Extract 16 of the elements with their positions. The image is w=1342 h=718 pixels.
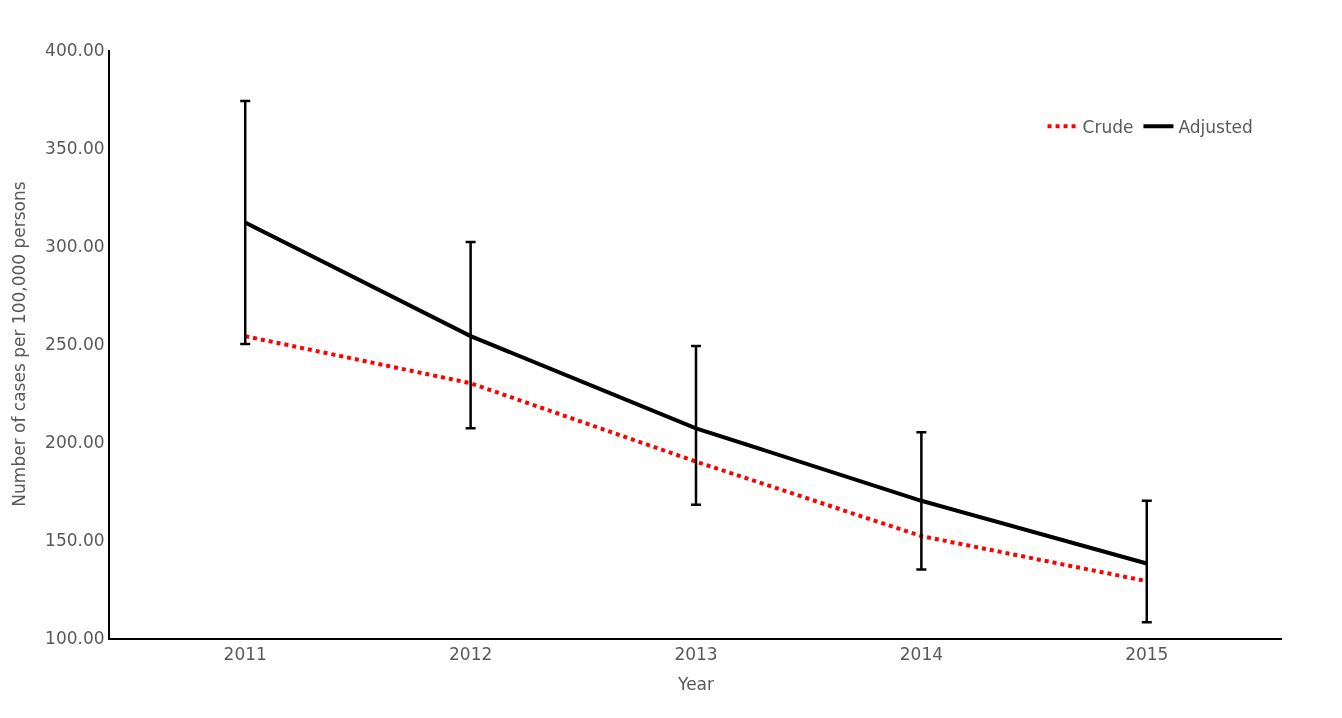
y-tick-label: 200.00 [45,431,105,452]
x-tick-label: 2015 [1125,644,1169,665]
y-tick-label: 300.00 [45,235,105,256]
x-tick-label: 2014 [899,644,944,665]
y-tick-label: 250.00 [45,333,105,354]
x-tick-label: 2012 [448,644,493,665]
x-tick-label: 2013 [674,644,718,665]
x-tick-label: 2011 [223,644,267,665]
y-tick-label: 100.00 [45,627,105,648]
y-tick-label: 400.00 [45,39,105,60]
legend-label: Crude [1082,116,1134,137]
x-axis-title: Year [677,674,714,695]
y-tick-label: 350.00 [45,137,105,158]
y-tick-label: 150.00 [45,529,105,550]
legend-label: Adjusted [1178,116,1253,137]
y-axis-title: Number of cases per 100,000 persons [9,181,30,507]
